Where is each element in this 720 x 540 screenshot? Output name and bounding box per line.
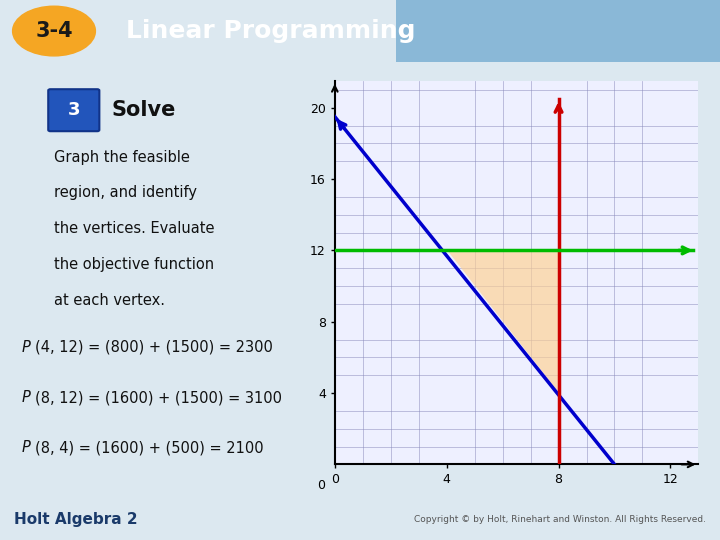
Text: Solve: Solve bbox=[112, 100, 176, 120]
Text: the vertices. Evaluate: the vertices. Evaluate bbox=[54, 221, 215, 237]
Text: P: P bbox=[22, 390, 30, 405]
Text: Linear Programming: Linear Programming bbox=[126, 19, 415, 43]
Ellipse shape bbox=[13, 6, 95, 56]
Text: 0: 0 bbox=[317, 478, 325, 491]
FancyBboxPatch shape bbox=[0, 62, 331, 500]
Text: (8, 4) = (1600) + (500) = 2100: (8, 4) = (1600) + (500) = 2100 bbox=[35, 441, 264, 455]
Text: 3: 3 bbox=[68, 101, 80, 119]
Text: P: P bbox=[22, 340, 30, 355]
Text: Copyright © by Holt, Rinehart and Winston. All Rights Reserved.: Copyright © by Holt, Rinehart and Winsto… bbox=[413, 515, 706, 524]
Polygon shape bbox=[446, 251, 559, 393]
Text: (4, 12) = (800) + (1500) = 2300: (4, 12) = (800) + (1500) = 2300 bbox=[35, 340, 272, 355]
Text: Graph the feasible: Graph the feasible bbox=[54, 150, 190, 165]
Text: Holt Algebra 2: Holt Algebra 2 bbox=[14, 512, 138, 527]
FancyBboxPatch shape bbox=[48, 89, 99, 131]
Text: 3-4: 3-4 bbox=[35, 21, 73, 41]
FancyBboxPatch shape bbox=[396, 0, 720, 62]
Text: P: P bbox=[22, 441, 30, 455]
Text: region, and identify: region, and identify bbox=[54, 185, 197, 200]
Text: (8, 12) = (1600) + (1500) = 3100: (8, 12) = (1600) + (1500) = 3100 bbox=[35, 390, 282, 405]
Text: the objective function: the objective function bbox=[54, 257, 214, 272]
Text: at each vertex.: at each vertex. bbox=[54, 293, 165, 308]
